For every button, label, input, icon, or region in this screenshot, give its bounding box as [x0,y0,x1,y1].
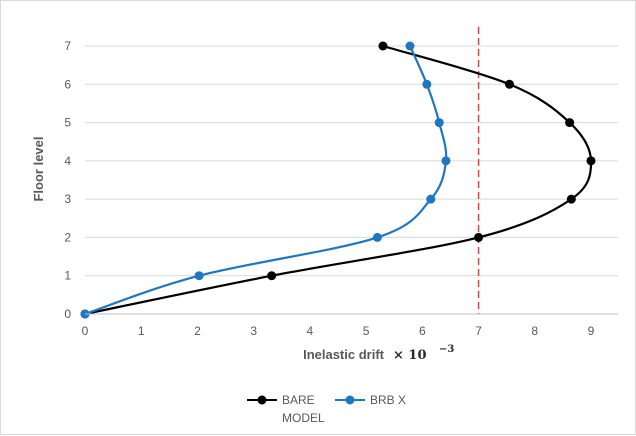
legend-swatch-marker [345,395,355,405]
y-tick-label: 2 [64,230,71,244]
y-tick-label: 3 [64,192,71,206]
data-point-brb-x [405,41,415,51]
x-tick-label: 8 [531,324,538,338]
data-point-brb-x [372,232,382,242]
x-tick-label: 7 [475,324,482,338]
y-tick-label: 5 [64,116,71,130]
legend-item-brb-x[interactable]: BRB X [335,393,406,407]
x-tick-label: 2 [194,324,201,338]
series-line-brb-x [84,45,448,316]
y-tick-label: 7 [64,39,71,53]
data-point-brb-x [441,156,451,166]
series-bare-model [80,41,596,319]
legend: BARE MODEL BRB X [247,393,406,425]
data-point-bare-model [474,232,484,242]
data-point-bare-model [378,41,388,51]
x-tick-label: 0 [82,324,89,338]
y-tick-label: 0 [64,307,71,321]
x-tick-label: 9 [588,324,595,338]
data-point-bare-model [504,79,514,89]
data-point-brb-x [194,271,204,281]
legend-item-bare-model[interactable]: BARE MODEL [247,393,325,425]
data-point-brb-x [422,79,432,89]
y-tick-label: 1 [64,269,71,283]
gridlines [85,45,618,277]
y-tick-label: 6 [64,77,71,91]
series-line-bare-model [84,44,593,316]
x-tick-label: 4 [307,324,314,338]
data-point-bare-model [267,271,277,281]
data-point-brb-x [426,194,436,204]
series-brb-x [80,41,451,319]
legend-label-brb-x: BRB X [370,393,406,407]
y-axis-title: Floor level [31,136,46,201]
x-tick-label: 6 [419,324,426,338]
x-axis-title-multiplier: × 10 [393,348,427,363]
data-point-brb-x [434,118,444,128]
x-axis-title-text: Inelastic drift [303,347,385,362]
data-point-bare-model [566,194,576,204]
data-point-bare-model [565,118,575,128]
legend-label-bare-line1: BARE [282,393,315,407]
y-tick-label: 4 [64,154,71,168]
x-tick-label: 1 [138,324,145,338]
x-axis-title: Inelastic drift × 10 −3 [303,344,454,363]
axes: 0 1 2 3 4 5 6 7 0 1 2 3 4 5 6 7 8 9 [64,39,618,338]
legend-swatch-marker [257,395,267,405]
data-point-bare-model [586,156,596,166]
x-axis-title-exponent: −3 [439,344,454,355]
series-layer [80,41,596,319]
x-tick-label: 5 [363,324,370,338]
legend-label-bare-line2: MODEL [282,411,325,425]
x-tick-label: 3 [250,324,257,338]
